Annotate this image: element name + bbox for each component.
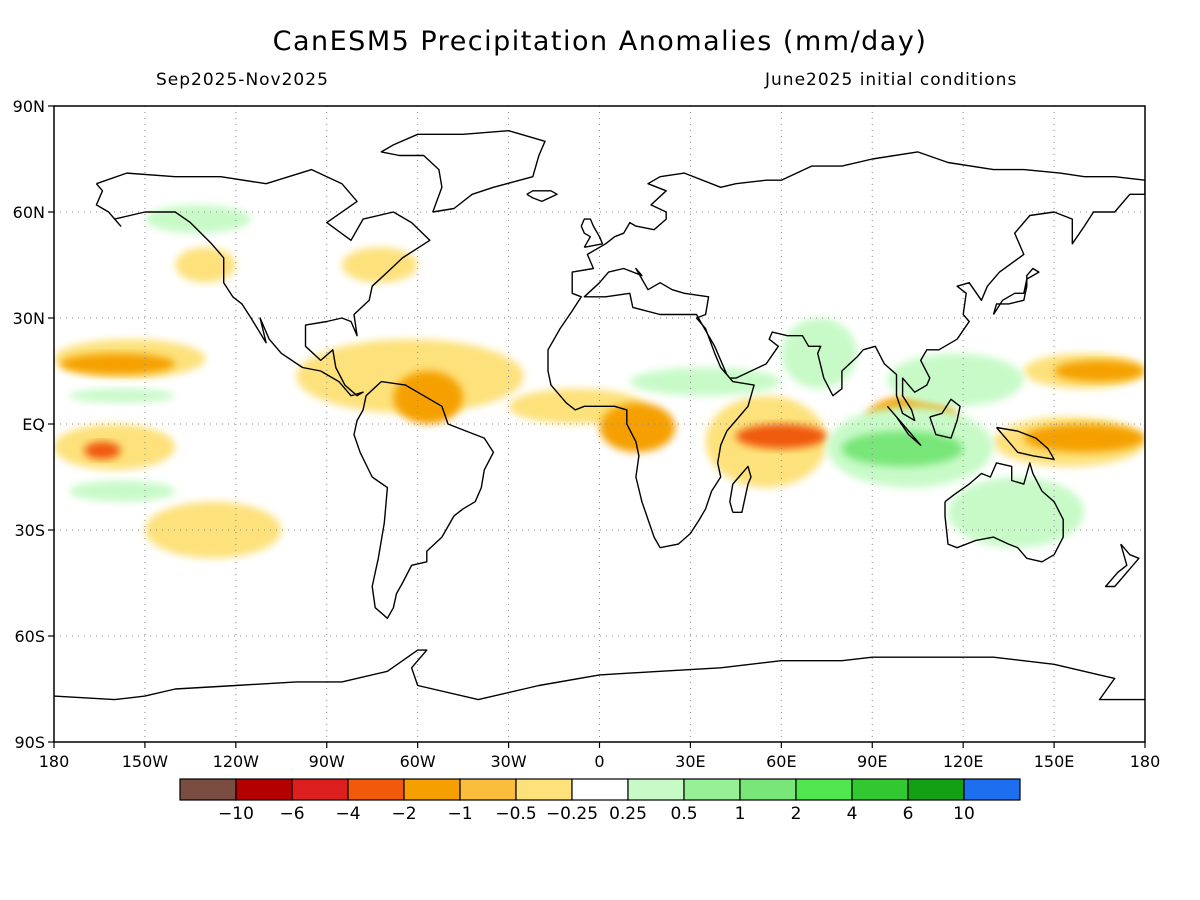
colorbar-label: 4 — [847, 804, 858, 824]
colorbar-label: 6 — [903, 804, 914, 824]
lon-tick-label: 0 — [594, 752, 604, 771]
coastline-madagascar — [729, 465, 752, 513]
colorbar-swatch — [347, 778, 405, 801]
lat-tick-label: EQ — [22, 415, 45, 434]
colorbar-swatch — [403, 778, 461, 801]
lon-tick-label: 30E — [675, 752, 705, 771]
anomaly-shading — [54, 204, 1145, 559]
lon-tick-label: 120W — [213, 752, 260, 771]
coastline-greenland — [380, 129, 546, 213]
coastline-sumatra — [886, 405, 922, 446]
coastline-new-guinea — [995, 426, 1055, 460]
colorbar-label: −6 — [279, 804, 304, 824]
anomaly-region-25 — [144, 204, 251, 234]
coastline-south-america — [353, 380, 495, 619]
anomaly-region-22 — [69, 480, 176, 502]
colorbar-swatch — [179, 778, 237, 801]
anomaly-region-1 — [60, 353, 176, 375]
colorbar: −10 −6 −4 −2 −1 −0.5 −0.25 0.25 0.5 1 2 4 6 10 — [179, 778, 1021, 824]
lon-tick-label: 120E — [943, 752, 984, 771]
lat-tick-label: 60N — [13, 203, 45, 222]
colorbar-swatch — [515, 778, 573, 801]
coastline-japan — [992, 267, 1040, 315]
latitude-ticks: 90N 60N 30N EQ 30S 60S 90S — [13, 97, 54, 752]
anomaly-region-26 — [69, 388, 176, 403]
colorbar-swatch — [235, 778, 293, 801]
colorbar-swatch — [683, 778, 741, 801]
colorbar-swatch — [963, 778, 1021, 801]
lat-tick-label: 90N — [13, 97, 45, 116]
colorbar-label: 10 — [953, 804, 975, 824]
lat-tick-label: 90S — [14, 733, 45, 752]
anomaly-region-3 — [84, 441, 121, 460]
colorbar-swatch — [291, 778, 349, 801]
colorbar-label: −0.5 — [495, 804, 536, 824]
colorbar-label: −2 — [391, 804, 416, 824]
colorbar-label: 1 — [735, 804, 746, 824]
colorbar-label: −10 — [218, 804, 254, 824]
anomaly-region-8 — [393, 371, 464, 424]
lon-tick-label: 60W — [400, 752, 436, 771]
colorbar-swatch — [459, 778, 517, 801]
coastline-australia — [944, 462, 1064, 563]
lon-tick-label: 180 — [1130, 752, 1161, 771]
graticule — [54, 106, 1145, 742]
anomaly-region-19 — [841, 431, 964, 467]
anomaly-region-21 — [948, 476, 1085, 548]
lon-tick-label: 90E — [857, 752, 887, 771]
coastline-north-america — [95, 168, 431, 397]
colorbar-label: −1 — [447, 804, 472, 824]
lon-tick-label: 30W — [490, 752, 526, 771]
lon-tick-label: 60E — [766, 752, 796, 771]
anomaly-region-4 — [144, 501, 282, 559]
colorbar-label: 2 — [791, 804, 802, 824]
colorbar-swatch — [907, 778, 965, 801]
coastline-new-zealand — [1104, 543, 1140, 588]
longitude-ticks: 180 150W 120W 90W 60W 30W 0 30E 60E 90E 120E 150E 18… — [39, 742, 1161, 771]
anomaly-region-23 — [629, 367, 782, 396]
anomaly-region-15 — [1023, 424, 1145, 453]
coastline-british-isles — [580, 218, 604, 248]
coastline-iceland — [526, 190, 558, 203]
coastline-eurasia-africa — [547, 151, 1145, 549]
anomaly-region-17 — [1054, 360, 1145, 382]
lon-tick-label: 90W — [309, 752, 345, 771]
anomaly-region-20 — [887, 353, 1024, 407]
colorbar-swatch — [571, 778, 629, 801]
lon-tick-label: 150E — [1034, 752, 1075, 771]
coastlines — [54, 129, 1145, 701]
lat-tick-label: 30S — [14, 521, 45, 540]
forecast-period: Sep2025-Nov2025 — [156, 70, 329, 90]
anomaly-region-5 — [175, 247, 236, 283]
colorbar-swatch — [795, 778, 853, 801]
colorbar-label: 0.25 — [609, 804, 647, 824]
colorbar-swatch — [739, 778, 797, 801]
lat-tick-label: 60S — [14, 627, 45, 646]
lon-tick-label: 180 — [39, 752, 70, 771]
lat-tick-label: 30N — [13, 309, 45, 328]
coastline-borneo — [929, 398, 961, 439]
anomaly-region-24 — [781, 318, 858, 389]
map-title: CanESM5 Precipitation Anomalies (mm/day) — [272, 26, 928, 57]
initial-conditions: June2025 initial conditions — [765, 70, 1018, 90]
colorbar-label: 0.5 — [670, 804, 697, 824]
colorbar-label: −4 — [335, 804, 360, 824]
colorbar-swatch — [627, 778, 685, 801]
colorbar-swatch — [851, 778, 909, 801]
colorbar-label: −0.25 — [546, 804, 598, 824]
coastline-antarctica — [54, 649, 1145, 701]
anomaly-region-10 — [599, 402, 676, 453]
anomaly-region-6 — [341, 247, 418, 283]
lon-tick-label: 150W — [122, 752, 169, 771]
